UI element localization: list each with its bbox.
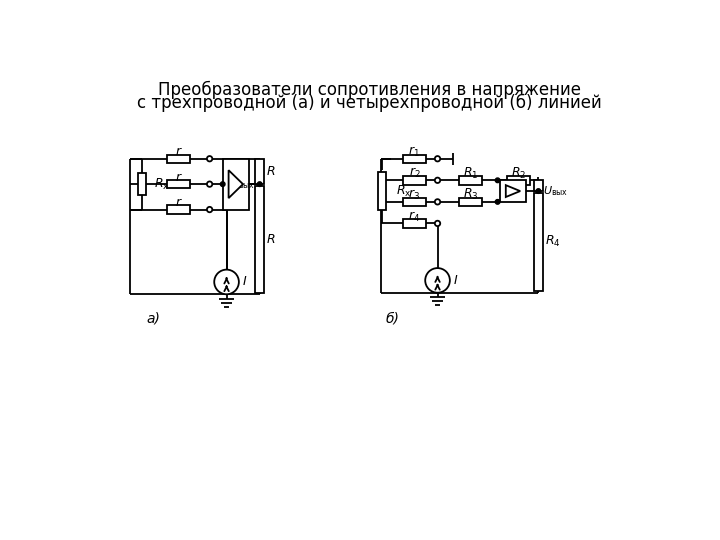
Text: Преобразователи сопротивления в напряжение: Преобразователи сопротивления в напряжен… <box>158 80 580 99</box>
Bar <box>138 173 146 195</box>
Bar <box>167 205 190 214</box>
Text: $R$: $R$ <box>266 165 275 178</box>
Bar <box>500 180 526 202</box>
Bar <box>403 154 426 163</box>
Text: $I$: $I$ <box>242 275 247 288</box>
Text: $r$: $r$ <box>175 145 183 158</box>
Text: $R_2$: $R_2$ <box>510 166 526 181</box>
Bar <box>534 193 543 291</box>
Polygon shape <box>228 170 243 198</box>
Text: а): а) <box>146 312 161 326</box>
Bar <box>534 180 543 191</box>
Circle shape <box>207 181 212 187</box>
Bar <box>403 176 426 185</box>
Circle shape <box>536 189 541 193</box>
Bar <box>459 198 482 206</box>
Bar <box>167 154 190 163</box>
Circle shape <box>435 221 440 226</box>
Circle shape <box>495 200 500 204</box>
Polygon shape <box>505 185 520 197</box>
Circle shape <box>220 182 225 186</box>
Bar <box>167 180 190 188</box>
Text: $r_2$: $r_2$ <box>408 166 420 180</box>
Circle shape <box>435 199 440 205</box>
Text: $I$: $I$ <box>453 274 459 287</box>
Text: $R$: $R$ <box>266 233 275 246</box>
Text: $R_1$: $R_1$ <box>463 166 478 181</box>
Bar <box>459 176 482 185</box>
Text: $r_3$: $r_3$ <box>408 188 420 202</box>
Bar <box>222 159 249 210</box>
Text: $U_\mathrm{вых}$: $U_\mathrm{вых}$ <box>230 177 255 191</box>
Text: $U_\mathrm{вых}$: $U_\mathrm{вых}$ <box>543 184 568 198</box>
Text: $R_\mathrm{x}$: $R_\mathrm{x}$ <box>396 184 412 199</box>
Text: $R_4$: $R_4$ <box>544 234 560 249</box>
Bar <box>403 198 426 206</box>
Text: $r_4$: $r_4$ <box>408 210 420 224</box>
Circle shape <box>426 268 450 293</box>
Circle shape <box>435 156 440 161</box>
Text: б): б) <box>385 312 399 326</box>
Bar <box>256 186 264 293</box>
Text: $r_1$: $r_1$ <box>408 145 420 159</box>
Bar <box>507 176 530 185</box>
Circle shape <box>435 178 440 183</box>
Bar <box>403 219 426 228</box>
Text: $r$: $r$ <box>175 196 183 209</box>
Circle shape <box>207 156 212 161</box>
Circle shape <box>257 182 262 186</box>
Text: $R_3$: $R_3$ <box>463 187 478 202</box>
Text: $R_\mathrm{x}$: $R_\mathrm{x}$ <box>154 177 170 192</box>
Text: с трехпроводной (а) и четырехпроводной (б) линией: с трехпроводной (а) и четырехпроводной (… <box>137 94 601 112</box>
Circle shape <box>495 178 500 183</box>
Circle shape <box>207 207 212 212</box>
Circle shape <box>215 269 239 294</box>
Bar <box>378 172 387 211</box>
Bar <box>256 159 264 184</box>
Text: $r$: $r$ <box>175 171 183 184</box>
